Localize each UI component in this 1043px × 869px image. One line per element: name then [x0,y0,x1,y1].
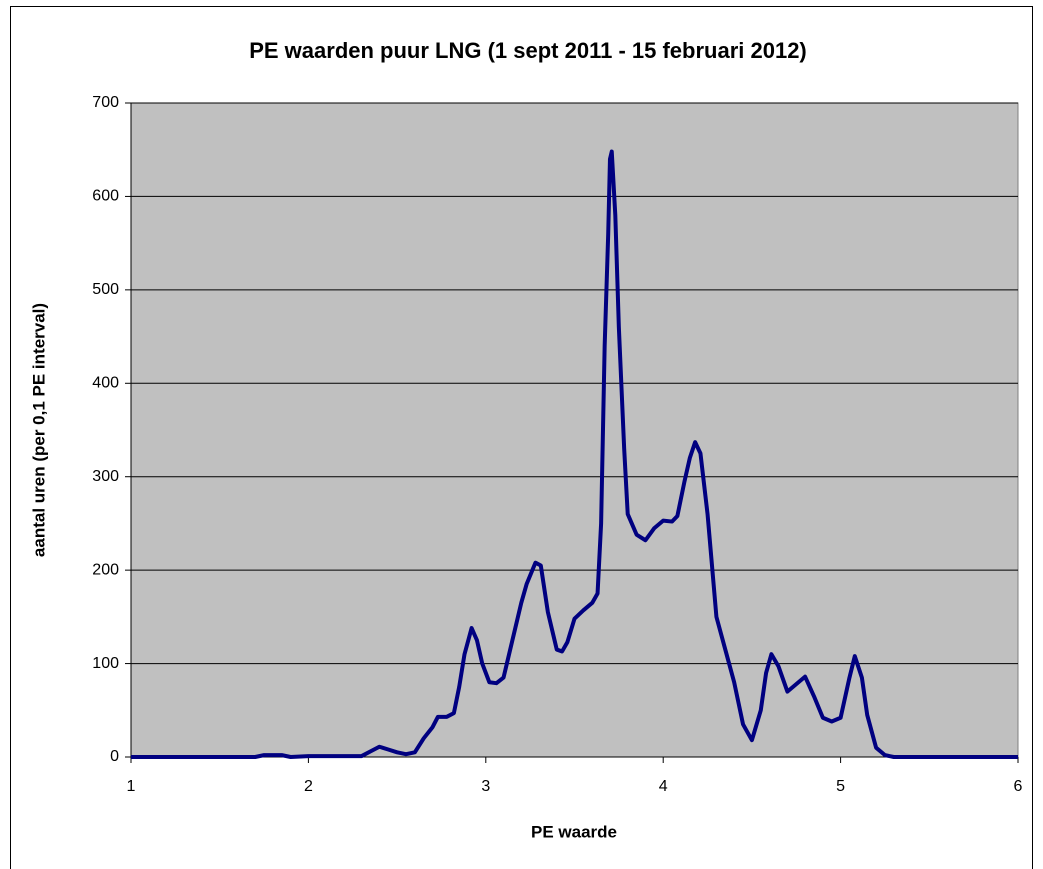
x-tick-label: 3 [481,778,490,795]
plot-area [130,102,1019,758]
data-line [131,149,1018,759]
y-tick-label: 400 [92,375,119,392]
y-tick-label: 0 [110,748,119,765]
x-tick-label: 4 [659,778,668,795]
y-tick-label: 300 [92,468,119,485]
y-tick-label: 500 [92,281,119,298]
y-tick-label: 100 [92,655,119,672]
chart-title: PE waarden puur LNG (1 sept 2011 - 15 fe… [249,38,807,63]
x-tick-label: 2 [304,778,313,795]
x-tick-label: 5 [836,778,845,795]
x-axis-label: PE waarde [531,822,617,841]
y-tick-label: 700 [92,94,119,111]
y-tick-label: 200 [92,561,119,578]
y-axis-label: aantal uren (per 0,1 PE interval) [29,303,48,557]
x-tick-label: 1 [127,778,136,795]
y-tick-label: 600 [92,188,119,205]
x-tick-label: 6 [1014,778,1023,795]
